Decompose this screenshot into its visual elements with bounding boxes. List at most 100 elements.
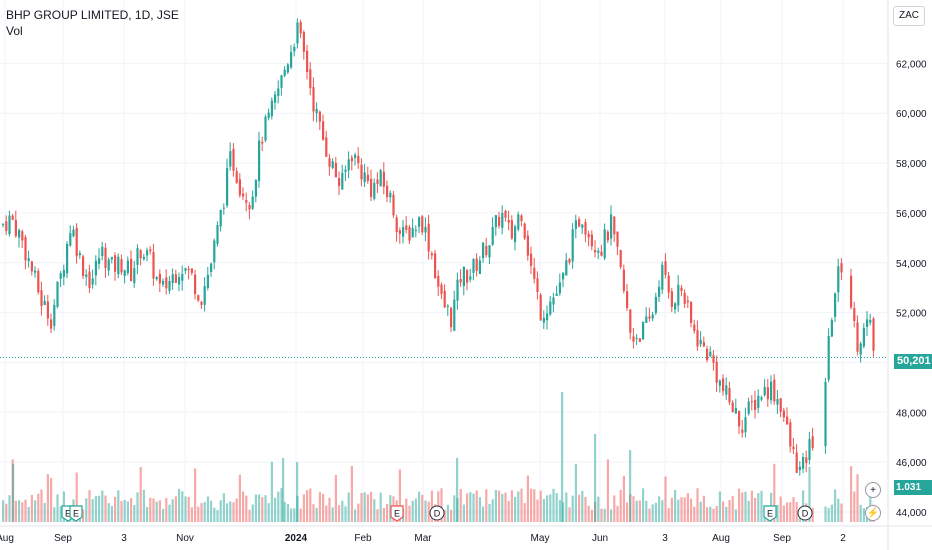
volume-bar [408, 505, 411, 522]
volume-bar [267, 503, 270, 522]
candle-body [398, 230, 401, 234]
volume-bar [472, 493, 475, 522]
event-marker-label: E [73, 509, 79, 519]
volume-bar [376, 509, 379, 522]
volume-bar [779, 496, 782, 522]
candle-body [744, 417, 747, 433]
candle-body [677, 284, 680, 306]
candle-body [786, 416, 789, 425]
candle-body [373, 182, 376, 199]
volume-bar [738, 488, 741, 522]
volume-bar [282, 458, 285, 522]
candle-body [850, 275, 853, 308]
candle-body [507, 220, 510, 223]
volume-bar [485, 489, 488, 522]
candle-body [437, 275, 440, 287]
candle-body [837, 266, 840, 293]
candle-body [315, 108, 318, 114]
candle-body [200, 301, 203, 305]
candle-body [853, 308, 856, 322]
currency-button[interactable]: ZAC [893, 6, 925, 26]
candle-body [174, 274, 177, 283]
volume-bar [37, 493, 40, 522]
candle-body [117, 256, 120, 275]
candle-body [162, 280, 165, 285]
candle-body [254, 179, 257, 197]
volume-bar [424, 500, 427, 522]
candle-body [245, 199, 248, 203]
candle-body [299, 22, 302, 34]
candle-body [568, 259, 571, 263]
volume-bar [834, 489, 837, 522]
volume-bar [136, 492, 139, 522]
volume-bar [405, 498, 408, 522]
candle-body [750, 401, 753, 403]
candle-body [98, 258, 101, 264]
volume-bar [613, 495, 616, 522]
candle-body [203, 285, 206, 305]
candle-body [546, 313, 549, 321]
candle-body [510, 220, 513, 239]
candle-body [235, 171, 238, 183]
volume-bar [827, 507, 830, 522]
candle-body [434, 253, 437, 279]
volume-bar [334, 474, 337, 522]
volume-bar [232, 502, 235, 522]
earnings-marker-icon [69, 505, 83, 522]
candle-body [165, 277, 168, 289]
volume-bar [731, 496, 734, 522]
volume-bar [59, 506, 62, 522]
volume-bar [85, 498, 88, 522]
volume-bar [107, 503, 110, 522]
candle-body [5, 221, 8, 231]
candle-body [558, 282, 561, 294]
candle-body [152, 252, 155, 279]
candle-body [536, 278, 539, 292]
volume-bar [27, 507, 30, 522]
candle-body [520, 215, 523, 222]
volume-bar [850, 466, 853, 522]
candle-body [757, 395, 760, 408]
candle-body [699, 339, 702, 345]
volume-bar [514, 496, 517, 522]
volume-bar [200, 503, 203, 522]
volume-bar [494, 489, 497, 522]
volume-bar [725, 506, 728, 522]
candle-body [856, 322, 859, 352]
candle-body [94, 260, 97, 276]
candle-body [101, 246, 104, 257]
add-indicator-icon[interactable]: + [865, 482, 881, 498]
volume-bar [702, 495, 705, 522]
candle-body [718, 380, 721, 386]
volume-bar [293, 508, 296, 522]
candle-body [66, 243, 69, 274]
volume-bar [238, 474, 241, 522]
candle-body [523, 223, 526, 239]
volume-bar [427, 501, 430, 522]
volume-bar [117, 490, 120, 522]
volume-bar [357, 503, 360, 522]
candle-body [626, 291, 629, 308]
volume-bar [546, 495, 549, 522]
candle-body [18, 230, 21, 238]
volume-bar [270, 461, 273, 522]
volume-bar [5, 503, 8, 522]
candle-body [738, 410, 741, 427]
volume-bar [50, 478, 53, 522]
volume-bar [597, 496, 600, 522]
volume-bar [462, 504, 465, 522]
candle-body [37, 270, 40, 293]
candle-body [222, 207, 225, 209]
volume-bar [261, 497, 264, 522]
candle-body [418, 217, 421, 227]
volume-bar [632, 496, 635, 522]
candle-body [14, 220, 17, 236]
volume-legend-label: Vol [6, 24, 23, 38]
candle-body [238, 179, 241, 196]
lightning-icon[interactable]: ⚡ [865, 505, 881, 521]
event-marker-label: E [394, 509, 400, 519]
volume-bar [680, 497, 683, 522]
candle-body [248, 205, 251, 210]
volume-bar [616, 506, 619, 522]
